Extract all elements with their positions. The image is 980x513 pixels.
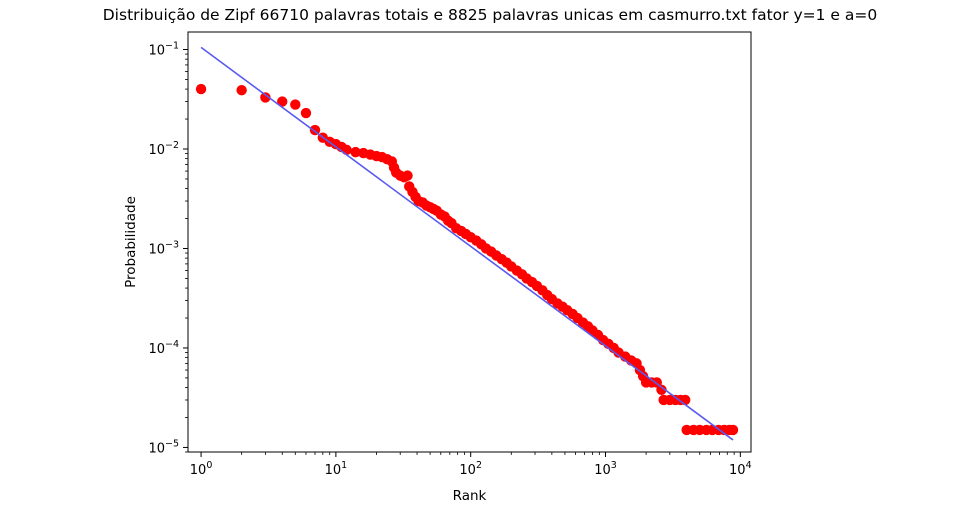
chart-title: Distribuição de Zipf 66710 palavras tota… <box>102 6 878 24</box>
data-point <box>656 384 667 395</box>
data-point <box>277 96 288 107</box>
data-point <box>195 83 207 95</box>
data-point <box>260 92 271 103</box>
y-tick-label: 10−1 <box>148 41 179 59</box>
y-axis-ticks: 10−5 10−4 10−3 10−2 10−1 <box>148 41 188 456</box>
data-point <box>679 394 691 406</box>
data-point <box>341 144 352 156</box>
x-axis-label: Rank <box>453 488 487 504</box>
data-point <box>727 424 739 436</box>
x-tick-label: 101 <box>325 460 348 478</box>
x-tick-label: 102 <box>459 460 482 478</box>
y-axis-label: Probabilidade <box>123 196 139 288</box>
data-point <box>290 99 301 110</box>
fit-line <box>200 46 734 441</box>
x-tick-label: 100 <box>190 460 213 478</box>
y-tick-label: 10−3 <box>148 239 179 257</box>
data-point <box>236 84 247 96</box>
data-point <box>300 107 312 119</box>
chart-marks <box>195 46 739 441</box>
y-tick-label: 10−4 <box>148 339 179 357</box>
data-point <box>402 170 413 181</box>
y-tick-label: 10−5 <box>148 438 179 456</box>
axes-frame <box>187 31 752 453</box>
y-tick-label: 10−2 <box>148 140 179 158</box>
x-axis-ticks: 100 101 102 103 104 <box>190 452 752 478</box>
x-tick-label: 103 <box>594 460 617 478</box>
x-tick-label: 104 <box>729 460 752 478</box>
data-point <box>350 146 361 158</box>
